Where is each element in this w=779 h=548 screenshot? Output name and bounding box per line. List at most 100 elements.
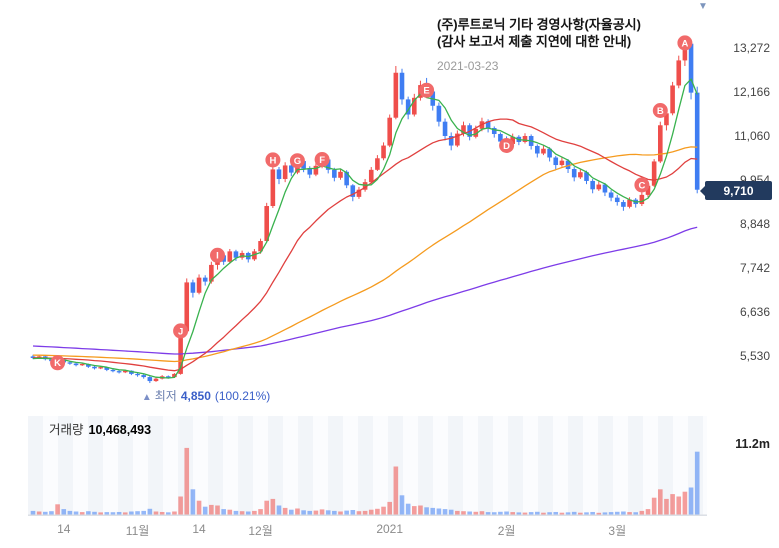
volume-bar bbox=[498, 511, 503, 515]
volume-bar bbox=[233, 510, 239, 515]
candle-body bbox=[405, 99, 411, 115]
news-marker-D[interactable] bbox=[499, 138, 515, 153]
candle-body bbox=[559, 160, 565, 166]
news-marker-B[interactable] bbox=[652, 103, 668, 118]
candle-body bbox=[110, 369, 116, 372]
candle-body bbox=[645, 185, 651, 195]
volume-bar bbox=[86, 511, 91, 515]
candle-body bbox=[664, 113, 669, 126]
volume-bar bbox=[116, 511, 122, 515]
candle-body bbox=[79, 363, 85, 366]
candle-body bbox=[98, 367, 103, 369]
candle-body bbox=[399, 72, 405, 100]
volume-bar bbox=[301, 510, 306, 515]
news-marker-J[interactable] bbox=[173, 323, 189, 339]
moving-average-lines bbox=[32, 78, 698, 379]
candle-body bbox=[289, 165, 294, 173]
event-down-triangle-icon[interactable]: ▼ bbox=[698, 1, 708, 12]
volume-bar bbox=[584, 512, 589, 515]
volume-bar bbox=[418, 505, 423, 515]
candle-body bbox=[350, 185, 356, 197]
candle-body bbox=[209, 264, 214, 282]
news-marker-letter: D bbox=[503, 141, 510, 152]
candle-body bbox=[621, 202, 626, 207]
news-marker-A[interactable] bbox=[677, 35, 693, 51]
volume-bar bbox=[332, 510, 337, 515]
candle-body bbox=[258, 241, 263, 252]
news-marker-I[interactable] bbox=[210, 247, 225, 263]
disclosure-date: 2021-03-23 bbox=[437, 59, 499, 73]
volume-bar bbox=[135, 511, 140, 515]
candle-body bbox=[590, 180, 595, 190]
candle-body bbox=[498, 134, 503, 142]
low-label: 최저 bbox=[154, 389, 177, 403]
volume-bar bbox=[461, 511, 466, 515]
volume-bar bbox=[645, 509, 651, 515]
volume-bar bbox=[381, 506, 386, 515]
price-axis-label: 12,166 bbox=[733, 85, 770, 99]
news-marker-E[interactable] bbox=[419, 82, 435, 98]
news-marker-K[interactable] bbox=[50, 355, 66, 371]
candle-body bbox=[387, 117, 392, 146]
volume-bar bbox=[98, 512, 103, 515]
volume-bar bbox=[153, 511, 159, 515]
news-marker-F[interactable] bbox=[314, 152, 330, 167]
ma-line-5 bbox=[32, 78, 698, 379]
volume-bar bbox=[399, 495, 405, 515]
volume-bar bbox=[178, 496, 183, 515]
event-markers[interactable]: A B C D E F G H I J K bbox=[50, 35, 693, 371]
candle-body bbox=[190, 282, 196, 293]
candle-body bbox=[596, 184, 602, 190]
candle-body bbox=[510, 136, 515, 144]
candle-body bbox=[227, 251, 233, 262]
volume-bar bbox=[92, 511, 97, 515]
ma-line-20 bbox=[33, 118, 698, 372]
candle-body bbox=[135, 373, 140, 376]
candle-body bbox=[264, 206, 269, 242]
volume-bar bbox=[344, 510, 349, 515]
candle-body bbox=[276, 169, 282, 179]
volume-bar bbox=[694, 451, 700, 515]
volume-bar bbox=[473, 511, 479, 515]
volume-bar bbox=[215, 505, 220, 515]
volume-bar bbox=[608, 512, 614, 515]
candle-body bbox=[129, 370, 134, 374]
candle-body bbox=[356, 189, 362, 197]
volume-bar bbox=[190, 489, 196, 515]
volume-label-text: 거래량 bbox=[49, 423, 84, 437]
volume-bar bbox=[535, 511, 540, 515]
candle-body bbox=[455, 133, 460, 146]
news-marker-G[interactable] bbox=[289, 153, 305, 169]
news-marker-C[interactable] bbox=[634, 177, 650, 193]
price-axis-label: 5,530 bbox=[739, 349, 770, 363]
volume-bar bbox=[264, 500, 269, 515]
volume-bar bbox=[30, 510, 36, 515]
candle-body bbox=[639, 194, 645, 205]
volume-bar bbox=[522, 512, 528, 515]
candle-body bbox=[116, 371, 122, 373]
low-point-annotation: ▲ 최저 4,850 (100.21%) bbox=[142, 387, 270, 404]
candle-body bbox=[362, 182, 368, 190]
volume-bar bbox=[356, 511, 362, 515]
volume-panel bbox=[28, 416, 707, 516]
volume-bar bbox=[166, 512, 171, 515]
candle-body bbox=[172, 373, 177, 378]
volume-bar bbox=[36, 511, 42, 515]
news-marker-H[interactable] bbox=[265, 152, 281, 168]
candle-body bbox=[541, 148, 546, 154]
price-axis-label: 11,060 bbox=[734, 129, 770, 143]
volume-bar bbox=[252, 510, 257, 515]
candle-body bbox=[122, 370, 128, 373]
candle-body bbox=[688, 43, 694, 93]
volume-bar bbox=[504, 511, 509, 515]
candle-body bbox=[547, 148, 552, 158]
candle-body bbox=[412, 97, 417, 115]
candle-body bbox=[491, 128, 497, 135]
volume-bar bbox=[209, 504, 214, 515]
volume-bar bbox=[541, 512, 546, 515]
current-price-value: 9,710 bbox=[723, 183, 754, 198]
candle-body bbox=[578, 172, 583, 178]
volume-bar bbox=[510, 512, 515, 515]
volume-bar bbox=[338, 511, 343, 515]
